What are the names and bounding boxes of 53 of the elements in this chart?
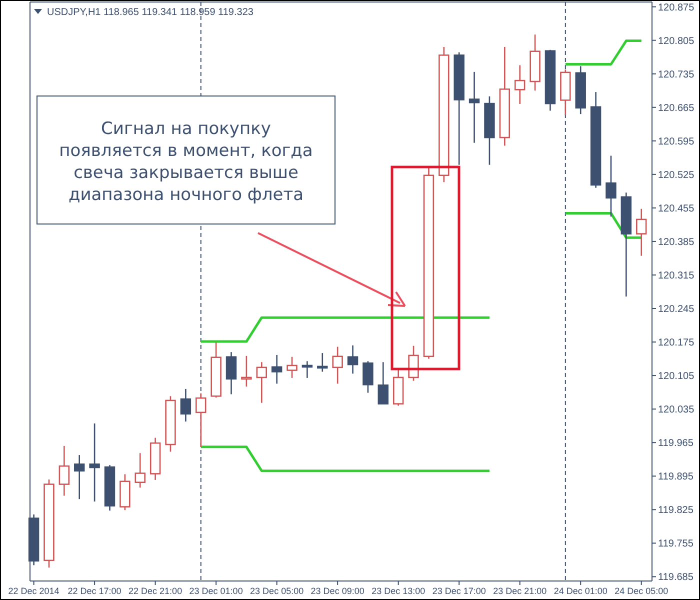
candlestick [58,445,70,496]
candlestick [347,344,358,374]
x-tick-label: 23 Dec 17:00 [432,586,486,596]
candlestick [256,361,267,404]
candlestick [271,354,282,384]
y-tick-label: 120.035 [658,404,695,416]
y-tick-label: 120.525 [658,170,695,181]
y-tick-label: 120.385 [658,236,695,248]
text: USDJPY,H1 118.965 119.341 118.959 119.323 [47,7,254,18]
candlestick [332,346,343,384]
y-tick-label: 120.805 [658,36,695,47]
candlestick [636,208,647,256]
candlestick [362,360,374,394]
candlestick [196,392,206,448]
candlestick [74,454,85,500]
y-tick-label: 119.895 [658,472,694,483]
x-tick-label: 22 Dec 21:00 [128,586,182,596]
candlestick [241,355,252,388]
x-tick-label: 22 Dec 2014 [8,586,60,596]
x-tick-label: 23 Dec 05:00 [250,586,304,596]
y-tick-label: 120.735 [658,69,695,80]
candlestick [226,351,237,395]
x-tick-label: 22 Dec 17:00 [68,586,122,596]
candlestick [134,452,146,488]
y-tick-label: 119.685 [658,572,694,584]
y-tick-label: 120.875 [658,2,695,14]
x-tick-label: 23 Dec 21:00 [493,586,547,596]
y-tick-label: 120.245 [658,304,695,315]
y-tick-label: 120.595 [658,136,695,148]
y-tick-label: 120.175 [658,338,695,349]
y-tick-label: 120.315 [658,270,695,282]
candlestick [180,388,192,422]
y-tick-label: 119.825 [658,505,694,516]
candlestick [514,64,526,105]
candlestick [378,361,389,404]
candlestick [317,352,328,372]
candlestick [408,345,419,382]
y-tick-label: 119.965 [658,438,694,450]
y-tick-label: 120.455 [658,203,695,214]
x-tick-label: 23 Dec 01:00 [189,586,243,596]
y-tick-label: 120.105 [658,371,695,382]
x-tick-label: 23 Dec 09:00 [310,586,364,596]
candlestick [606,155,616,218]
x-tick-label: 24 Dec 05:00 [614,586,668,596]
candlestick [302,360,313,379]
y-tick-label: 119.755 [658,538,694,550]
candlestick [468,71,480,144]
x-tick-label: 23 Dec 13:00 [372,586,426,596]
x-tick-label: 24 Dec 01:00 [554,586,608,596]
candlestick [286,356,298,379]
annotation: Сигнал на покупку появляется в момент, когда свеча закрывается выше диапазона ночного флета [59,119,313,205]
candlestick [89,422,100,502]
y-tick-label: 120.665 [658,102,695,114]
